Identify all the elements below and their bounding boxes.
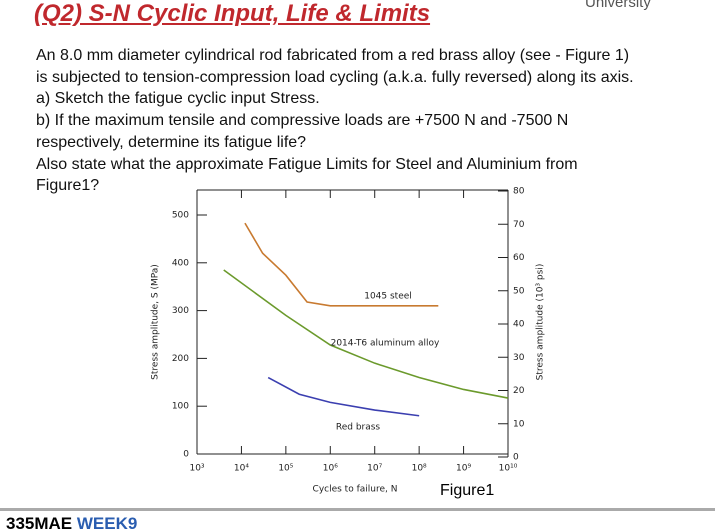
series-line [267, 376, 420, 417]
divider [0, 508, 715, 511]
y-tick-label: 200 [172, 354, 189, 364]
y2-tick-label: 0 [513, 453, 519, 463]
x-tick-label: 10⁵ [278, 464, 293, 474]
x-tick-label: 10⁹ [456, 464, 471, 474]
figure-caption: Figure1 [440, 482, 495, 499]
x-tick-label: 10⁸ [412, 464, 427, 474]
y2-axis-label: Stress amplitude (10³ psi) [536, 264, 546, 381]
body-line: respectively, determine its fatigue life… [36, 133, 307, 151]
x-tick-label: 10⁶ [323, 464, 338, 474]
y2-tick-label: 70 [513, 220, 525, 230]
series-line [223, 269, 509, 399]
week: WEEK9 [76, 514, 138, 529]
logo: University [585, 0, 651, 11]
body-line: b) If the maximum tensile and compressiv… [36, 112, 569, 130]
y2-tick-label: 40 [513, 320, 525, 330]
y-tick-label: 400 [172, 258, 189, 268]
y-tick-label: 300 [172, 306, 189, 316]
x-tick-label: 10³ [189, 464, 204, 474]
y2-tick-label: 10 [513, 419, 525, 429]
series-label: 1045 steel [364, 292, 412, 302]
series-label: Red brass [336, 423, 381, 433]
y2-tick-label: 80 [513, 187, 525, 197]
y2-tick-label: 30 [513, 353, 525, 363]
y2-tick-label: 20 [513, 386, 525, 396]
x-axis-label: Cycles to failure, N [313, 485, 398, 495]
x-tick-label: 10⁷ [367, 464, 382, 474]
x-tick-label: 10⁴ [234, 464, 249, 474]
body-line: is subjected to tension-compression load… [36, 68, 634, 86]
course: 335MAE [6, 514, 73, 529]
y2-tick-label: 50 [513, 286, 525, 296]
body-line: Figure1? [36, 177, 100, 195]
series-label: 2014-T6 aluminum alloy [331, 339, 440, 349]
footer: 335MAE WEEK9 [6, 514, 137, 529]
y-tick-label: 100 [172, 402, 189, 412]
y-tick-label: 500 [172, 211, 189, 221]
y2-tick-label: 60 [513, 253, 525, 263]
y-axis-label: Stress amplitude, S (MPa) [151, 264, 161, 380]
body-line: An 8.0 mm diameter cylindrical rod fabri… [36, 47, 630, 64]
body-line: Also state what the approximate Fatigue … [36, 155, 578, 173]
body-line: a) Sketch the fatigue cyclic input Stres… [36, 90, 320, 108]
x-tick-label: 10¹⁰ [499, 464, 518, 474]
y-tick-label: 0 [183, 450, 189, 460]
title: (Q2) S-N Cyclic Input, Life & Limits [34, 0, 431, 27]
series-line [244, 222, 439, 307]
